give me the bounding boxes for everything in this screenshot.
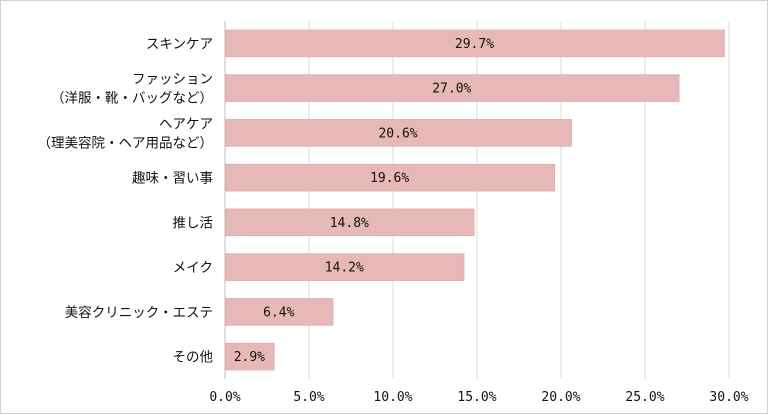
bar — [225, 74, 680, 102]
bar-value-label: 14.2% — [325, 261, 364, 276]
bar — [225, 342, 275, 371]
bar — [225, 163, 556, 192]
bar — [225, 298, 334, 326]
bar-value-label: 2.9% — [234, 350, 265, 365]
x-tick-label: 20.0% — [541, 390, 580, 405]
x-tick-label: 15.0% — [457, 390, 496, 405]
bar-value-label: 29.7% — [455, 37, 494, 52]
x-tick-label: 0.0% — [209, 390, 240, 405]
bar-value-label: 20.6% — [378, 126, 417, 141]
category-label: メイク — [173, 260, 213, 276]
bar-value-label: 6.4% — [263, 305, 294, 320]
category-label: （理美容院・ヘア用品など） — [38, 134, 214, 151]
x-tick-label: 10.0% — [373, 390, 412, 405]
bar — [225, 253, 465, 281]
x-tick-label: 30.0% — [709, 390, 748, 405]
bar-value-label: 27.0% — [432, 82, 471, 97]
bar-value-label: 14.8% — [330, 216, 369, 231]
x-tick-label: 25.0% — [625, 390, 664, 405]
category-label: （洋服・靴・バッグなど） — [51, 91, 213, 107]
category-label: ファッション — [132, 72, 213, 88]
bar-value-label: 19.6% — [370, 171, 409, 186]
category-label: 趣味・習い事 — [132, 171, 213, 187]
category-label: その他 — [173, 350, 214, 366]
category-label: ヘアケア — [159, 116, 213, 132]
bar — [225, 29, 725, 58]
bar — [225, 119, 572, 147]
category-label: 美容クリニック・エステ — [65, 304, 213, 321]
category-label: 推し活 — [173, 215, 214, 231]
x-tick-label: 5.0% — [293, 390, 324, 405]
category-label: スキンケア — [146, 36, 213, 52]
bar — [225, 208, 475, 237]
